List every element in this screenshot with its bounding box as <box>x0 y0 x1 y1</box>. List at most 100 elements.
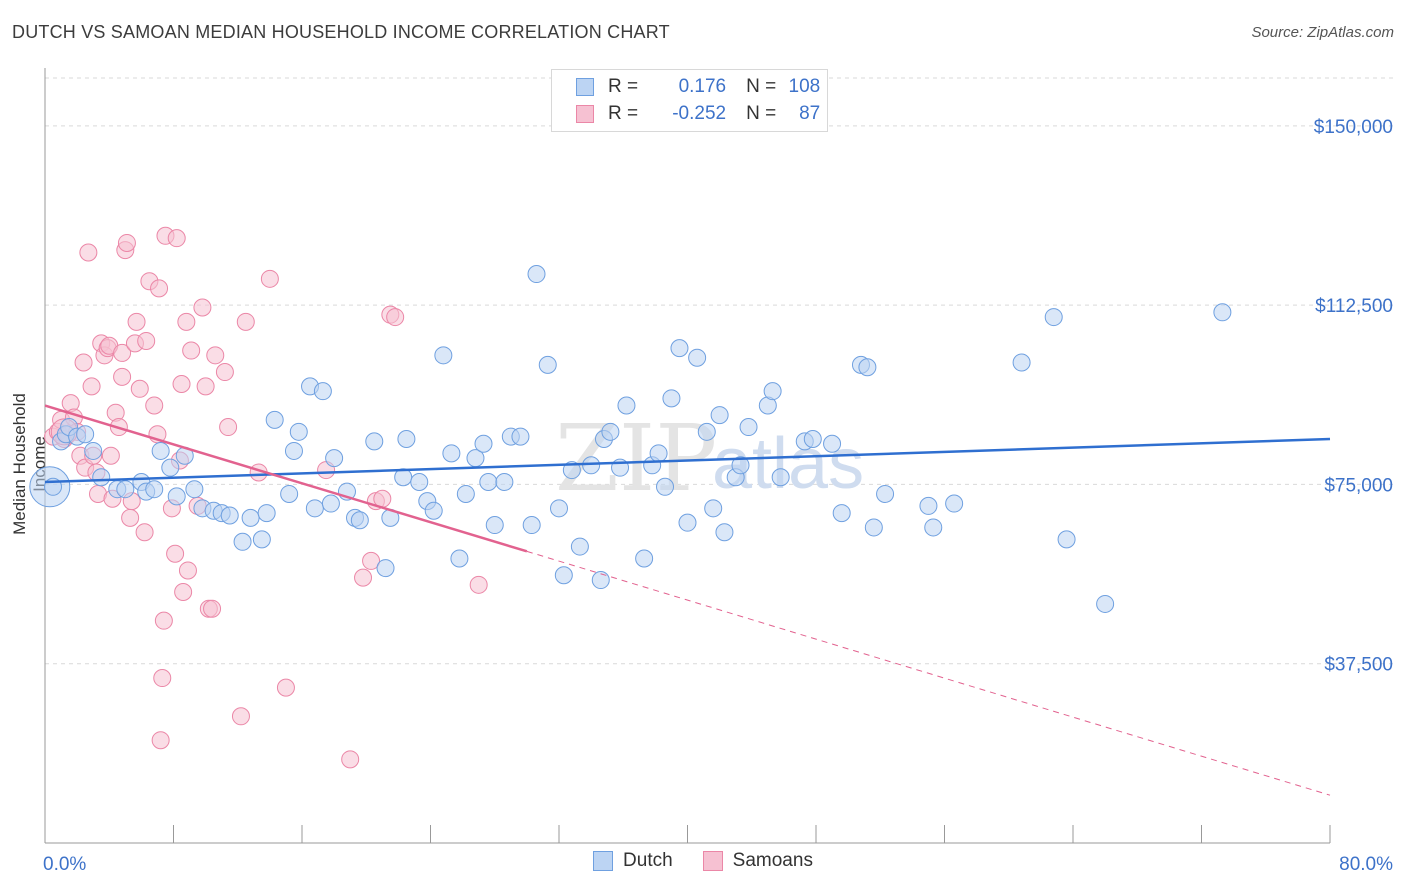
samoan-point <box>154 611 173 630</box>
dutch-point <box>365 432 384 451</box>
samoan-point <box>127 312 146 331</box>
dutch-point <box>265 410 284 429</box>
dutch-point <box>697 422 716 441</box>
dutch-point <box>456 484 475 503</box>
dutch-point <box>145 480 164 499</box>
samoan-point <box>113 343 132 362</box>
dutch-point <box>1096 594 1115 613</box>
dutch-point <box>739 418 758 437</box>
samoan-point <box>386 308 405 327</box>
dutch-point <box>538 355 557 374</box>
dutch-point <box>434 346 453 365</box>
dutch-point <box>325 449 344 468</box>
samoan-point <box>172 375 191 393</box>
samoan-point <box>469 575 488 594</box>
dutch-point <box>1213 303 1232 322</box>
dutch-point <box>410 473 429 492</box>
r-label: R = <box>608 103 639 124</box>
samoan-point <box>130 379 149 398</box>
dutch-point <box>715 523 734 542</box>
samoan-point <box>203 599 222 618</box>
dutch-point <box>116 480 135 499</box>
dutch-point <box>803 429 822 448</box>
dutch-point <box>635 549 654 568</box>
samoan-swatch <box>576 105 594 123</box>
dutch-point <box>1012 353 1031 372</box>
samoan-point <box>121 508 140 527</box>
tick-labels: $37,500 $75,000 $112,500 $150,000 0.0% 80.0% <box>43 117 1393 875</box>
n-value: 108 <box>788 76 821 97</box>
n-value: 87 <box>799 103 821 124</box>
samoan-point <box>219 418 238 437</box>
dutch-point <box>670 339 689 358</box>
samoan-point <box>150 279 169 298</box>
legend-row-samoan: R = -0.252 N = 87 <box>576 102 820 126</box>
dutch-point <box>84 441 103 460</box>
dutch-point <box>919 496 938 515</box>
dutch-point <box>350 511 369 530</box>
series-legend: Dutch Samoans <box>0 850 1406 872</box>
dutch-point <box>313 382 332 401</box>
samoan-point <box>101 446 120 465</box>
samoan-point <box>276 678 295 697</box>
samoan-trend-line <box>44 404 528 553</box>
dutch-point <box>161 458 180 477</box>
dutch-point <box>678 513 697 532</box>
samoan-point <box>193 298 212 317</box>
watermark-zip: ZIP <box>555 405 717 512</box>
samoan-point <box>182 341 201 360</box>
samoan-point <box>260 269 279 288</box>
dutch-point <box>1057 530 1076 549</box>
legend-item-samoans: Samoans <box>702 850 813 872</box>
dutch-points <box>29 265 1232 613</box>
dutch-point <box>511 427 530 446</box>
dutch-point <box>233 532 252 551</box>
n-label: N = <box>746 76 777 97</box>
legend-item-dutch: Dutch <box>593 850 673 872</box>
trend-lines <box>44 404 1331 796</box>
samoan-point <box>362 551 381 570</box>
watermark: ZIP atlas <box>555 405 864 512</box>
samoan-point <box>153 669 172 688</box>
n-label: N = <box>746 103 777 124</box>
dutch-point <box>185 480 204 499</box>
dutch-point <box>257 504 276 523</box>
dutch-point <box>252 530 271 549</box>
samoan-point <box>151 731 170 750</box>
dutch-swatch <box>576 78 594 96</box>
dutch-point <box>167 487 186 506</box>
samoan-point <box>113 367 132 386</box>
r-value: 0.176 <box>678 76 727 97</box>
dutch-point <box>241 508 260 527</box>
dutch-point <box>924 518 943 537</box>
samoan-point <box>166 544 185 563</box>
samoan-point <box>231 707 250 726</box>
samoan-point <box>167 229 186 248</box>
samoan-point <box>135 523 154 542</box>
dutch-point <box>876 484 895 503</box>
dutch-point <box>305 499 324 518</box>
stats-legend: R = 0.176 N = 108 R = -0.252 N = 87 <box>551 69 828 132</box>
dutch-point <box>376 559 395 578</box>
samoan-point <box>177 312 196 331</box>
dutch-point <box>858 358 877 377</box>
dutch-point <box>771 468 790 487</box>
dutch-point <box>562 461 581 480</box>
dutch-point <box>710 406 729 425</box>
dutch-point <box>591 571 610 590</box>
dutch-point <box>617 396 636 415</box>
dutch-point <box>649 444 668 463</box>
dutch-point <box>823 434 842 453</box>
dutch-point <box>76 425 95 444</box>
dutch-point <box>284 441 303 460</box>
y-tick-label: $75,000 <box>1324 475 1393 496</box>
dutch-point <box>662 389 681 408</box>
dutch-point <box>763 382 782 401</box>
samoan-point <box>354 568 373 587</box>
r-value: -0.252 <box>672 103 727 124</box>
x-tick-label-max: 80.0% <box>1339 854 1393 875</box>
dutch-point <box>220 506 239 525</box>
samoan-point <box>82 377 101 396</box>
legend-row-dutch: R = 0.176 N = 108 <box>576 75 820 99</box>
dutch-point <box>424 501 443 520</box>
